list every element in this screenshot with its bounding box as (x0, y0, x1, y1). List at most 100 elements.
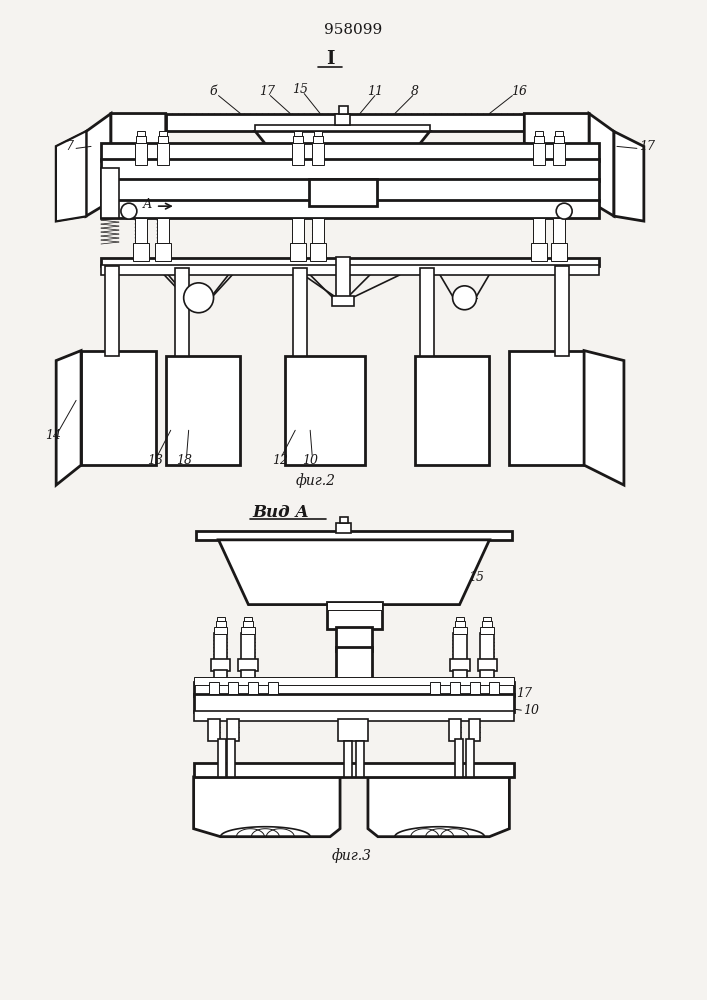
Bar (555, 131, 563, 136)
Bar (194, 682, 515, 696)
Bar (310, 243, 326, 261)
Bar (455, 739, 462, 777)
Bar (336, 523, 351, 533)
Polygon shape (81, 351, 156, 465)
Bar (554, 136, 564, 143)
Bar (243, 621, 253, 627)
Bar (228, 719, 240, 741)
Bar (218, 739, 226, 777)
Polygon shape (56, 131, 86, 221)
Bar (101, 159, 599, 181)
Bar (336, 257, 350, 299)
Bar (101, 179, 599, 201)
Bar (101, 143, 599, 161)
Bar (208, 719, 220, 741)
Bar (335, 114, 350, 125)
Circle shape (452, 286, 477, 310)
Bar (242, 627, 255, 634)
Polygon shape (86, 114, 111, 216)
Bar (196, 531, 513, 540)
Bar (535, 131, 543, 136)
Bar (312, 143, 324, 165)
Bar (101, 258, 599, 266)
Text: 16: 16 (511, 85, 527, 98)
Bar (309, 179, 377, 206)
Text: 13: 13 (147, 454, 163, 467)
Bar (133, 243, 148, 261)
Bar (356, 741, 364, 777)
Text: 17: 17 (516, 687, 532, 700)
Bar (293, 268, 307, 356)
Bar (452, 670, 467, 683)
Polygon shape (255, 131, 430, 181)
Bar (194, 694, 515, 712)
Bar (555, 266, 569, 356)
Bar (216, 621, 226, 627)
Polygon shape (165, 356, 240, 465)
Bar (534, 136, 544, 143)
Bar (101, 200, 599, 218)
Bar (238, 659, 258, 671)
Bar (137, 131, 145, 136)
Bar (338, 719, 368, 741)
Bar (242, 633, 255, 661)
Bar (216, 617, 225, 621)
Text: 10: 10 (302, 454, 318, 467)
Bar (291, 243, 306, 261)
Bar (312, 218, 324, 243)
Text: 958099: 958099 (324, 23, 382, 37)
Polygon shape (218, 540, 489, 605)
Bar (228, 682, 238, 694)
Text: 12: 12 (272, 454, 288, 467)
Bar (135, 143, 147, 165)
Bar (533, 218, 545, 243)
Bar (420, 268, 433, 356)
Bar (452, 633, 467, 661)
Polygon shape (525, 114, 589, 156)
Text: б: б (210, 85, 217, 98)
Bar (155, 243, 170, 261)
Bar (336, 627, 372, 651)
Polygon shape (368, 777, 509, 837)
Polygon shape (285, 356, 365, 465)
Text: 18: 18 (175, 454, 192, 467)
Bar (158, 136, 168, 143)
Polygon shape (509, 351, 584, 465)
Text: А: А (143, 198, 153, 211)
Bar (105, 266, 119, 356)
Bar (481, 627, 494, 634)
Text: 8: 8 (411, 85, 419, 98)
Circle shape (556, 203, 572, 219)
Polygon shape (56, 131, 86, 221)
Bar (157, 143, 169, 165)
Bar (242, 670, 255, 683)
Bar (481, 670, 494, 683)
Bar (553, 143, 565, 165)
Bar (484, 617, 491, 621)
Bar (430, 682, 440, 694)
Text: 10: 10 (523, 704, 539, 717)
Bar (292, 143, 304, 165)
Text: Вид А: Вид А (252, 504, 309, 521)
Bar (194, 711, 515, 721)
Bar (101, 168, 119, 218)
Text: фиг.3: фиг.3 (332, 848, 372, 863)
Text: фиг.2: фиг.2 (295, 473, 335, 488)
Bar (175, 268, 189, 356)
Bar (450, 682, 460, 694)
Circle shape (184, 283, 214, 313)
Bar (314, 131, 322, 136)
Bar (157, 218, 169, 243)
Bar (327, 602, 382, 610)
Bar (452, 627, 467, 634)
Bar (465, 739, 474, 777)
Bar (450, 659, 469, 671)
Text: 17: 17 (259, 85, 275, 98)
Text: 17: 17 (639, 140, 655, 153)
Bar (339, 106, 348, 114)
Polygon shape (584, 351, 624, 485)
Polygon shape (56, 351, 81, 485)
Bar (194, 677, 515, 685)
Bar (455, 617, 464, 621)
Polygon shape (194, 777, 340, 837)
